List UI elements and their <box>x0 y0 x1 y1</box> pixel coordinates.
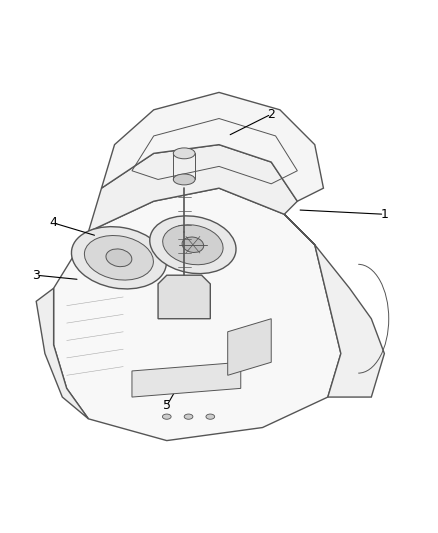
Text: 4: 4 <box>49 216 57 230</box>
Ellipse shape <box>173 148 195 159</box>
Ellipse shape <box>85 236 153 280</box>
Ellipse shape <box>206 414 215 419</box>
Ellipse shape <box>184 414 193 419</box>
Text: 3: 3 <box>32 269 40 282</box>
Ellipse shape <box>162 414 171 419</box>
Polygon shape <box>284 214 385 397</box>
Polygon shape <box>102 92 323 201</box>
Ellipse shape <box>71 227 166 289</box>
Polygon shape <box>132 362 241 397</box>
Polygon shape <box>88 144 297 232</box>
Polygon shape <box>228 319 271 375</box>
Polygon shape <box>158 275 210 319</box>
Text: 2: 2 <box>267 108 275 120</box>
Polygon shape <box>53 188 341 441</box>
Ellipse shape <box>106 249 132 266</box>
Text: 5: 5 <box>163 399 171 412</box>
Ellipse shape <box>150 216 236 273</box>
Ellipse shape <box>162 225 223 265</box>
Ellipse shape <box>173 174 195 185</box>
Ellipse shape <box>182 237 204 253</box>
Polygon shape <box>36 288 88 419</box>
Text: 1: 1 <box>381 208 389 221</box>
